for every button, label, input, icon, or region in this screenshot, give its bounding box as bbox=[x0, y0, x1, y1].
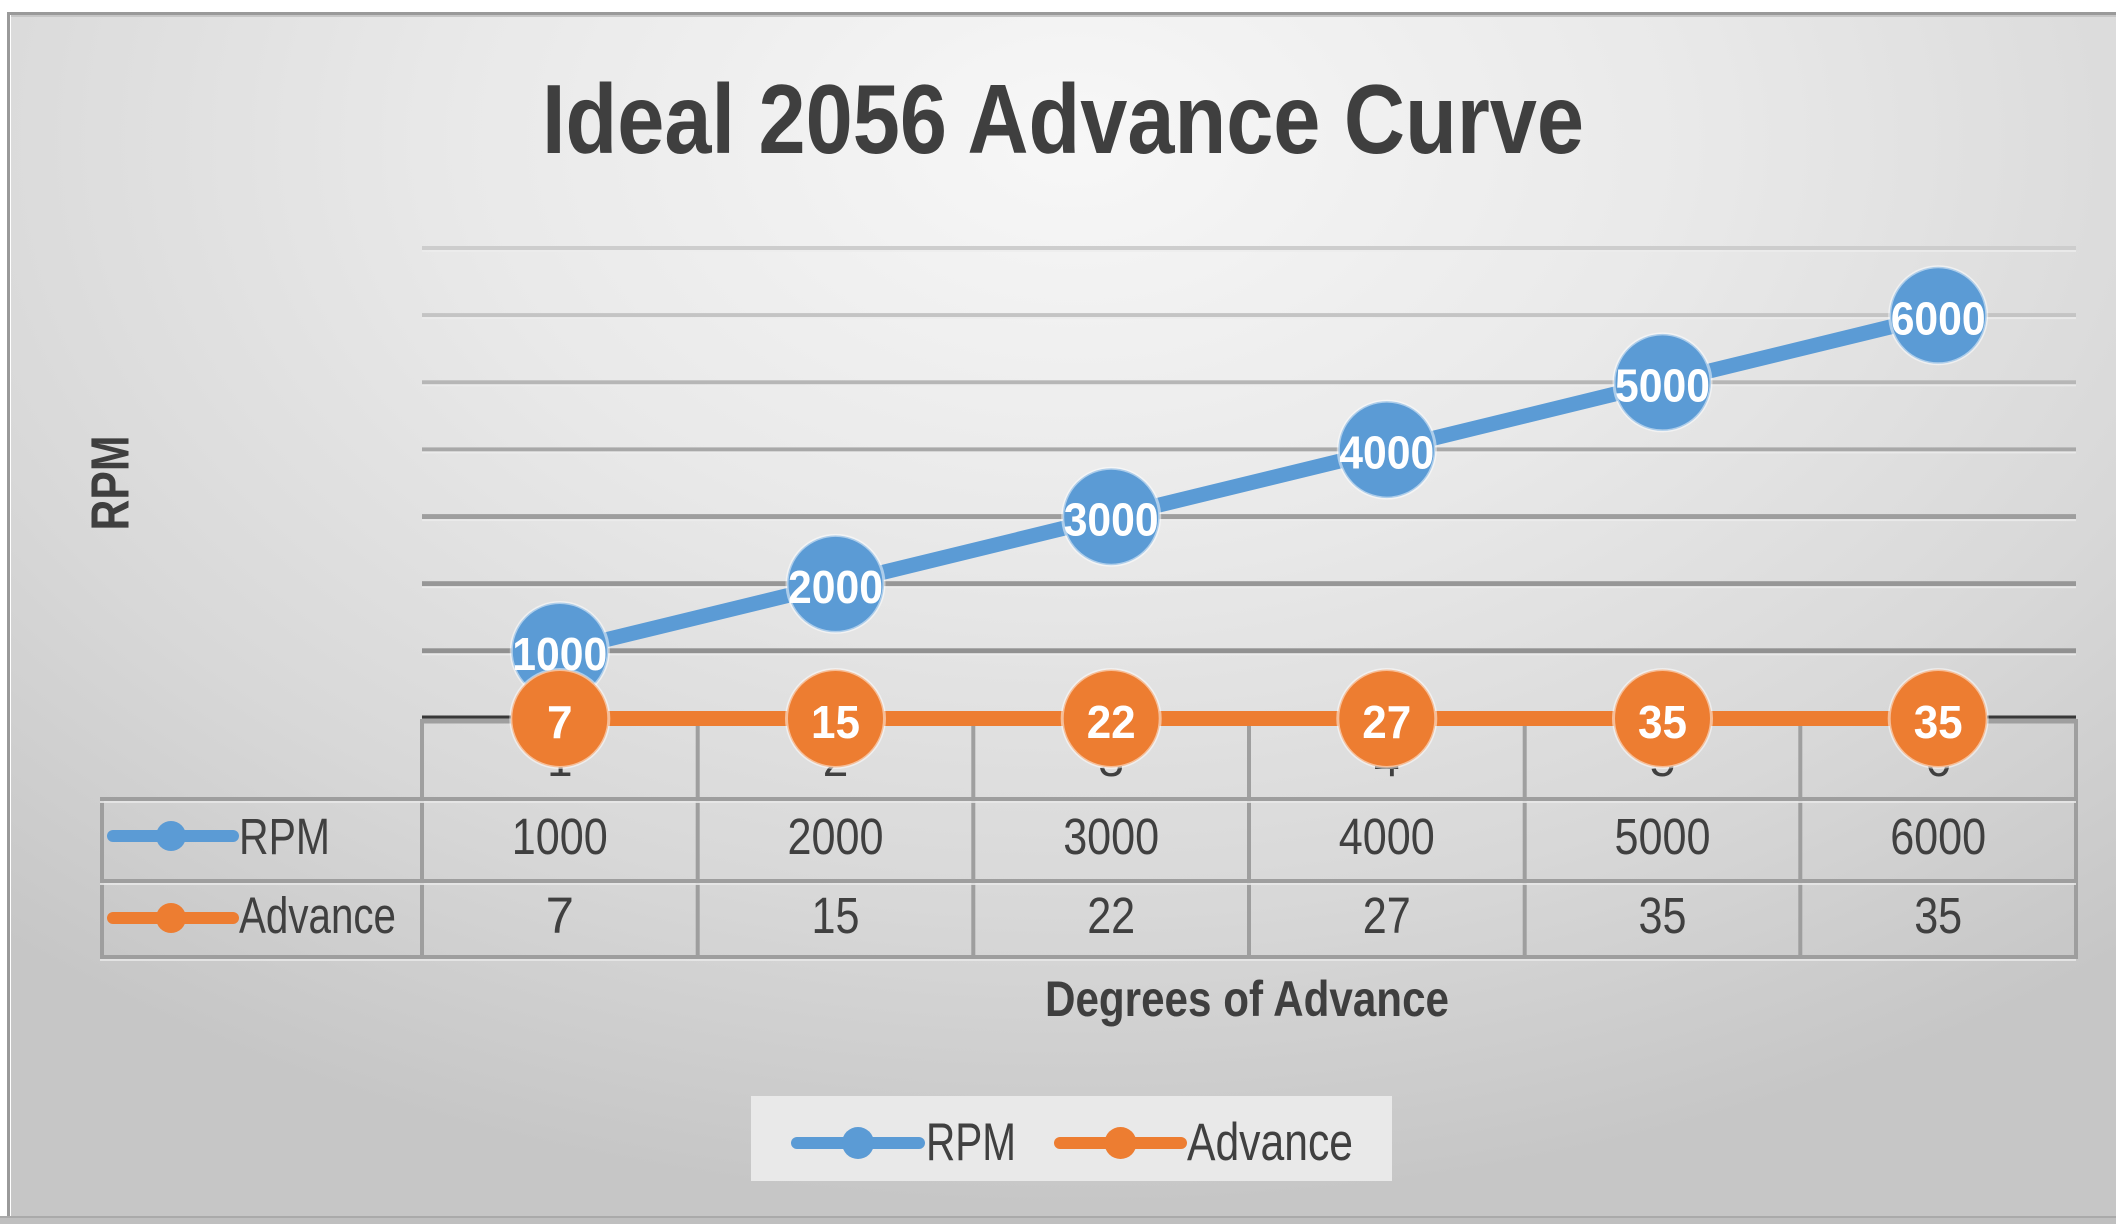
svg-text:15: 15 bbox=[812, 887, 860, 944]
svg-text:7: 7 bbox=[546, 887, 574, 944]
svg-text:22: 22 bbox=[1087, 696, 1136, 748]
svg-text:7: 7 bbox=[547, 696, 573, 748]
svg-text:35: 35 bbox=[1914, 887, 1962, 944]
svg-text:RPM: RPM bbox=[239, 808, 330, 865]
svg-text:2000: 2000 bbox=[788, 808, 884, 865]
svg-text:6000: 6000 bbox=[1891, 292, 1986, 344]
svg-text:27: 27 bbox=[1362, 696, 1411, 748]
svg-text:35: 35 bbox=[1639, 887, 1687, 944]
svg-text:5000: 5000 bbox=[1615, 359, 1710, 411]
svg-text:RPM: RPM bbox=[926, 1113, 1016, 1172]
svg-text:15: 15 bbox=[811, 696, 860, 748]
svg-text:22: 22 bbox=[1087, 887, 1135, 944]
svg-text:35: 35 bbox=[1638, 696, 1687, 748]
svg-text:27: 27 bbox=[1363, 887, 1411, 944]
svg-text:Degrees of Advance: Degrees of Advance bbox=[1045, 971, 1449, 1027]
svg-text:RPM: RPM bbox=[81, 436, 141, 531]
svg-text:3000: 3000 bbox=[1063, 808, 1159, 865]
svg-text:Ideal 2056 Advance Curve: Ideal 2056 Advance Curve bbox=[542, 64, 1584, 174]
svg-text:4000: 4000 bbox=[1339, 808, 1435, 865]
svg-text:1000: 1000 bbox=[512, 628, 607, 680]
svg-text:6000: 6000 bbox=[1890, 808, 1986, 865]
svg-text:2000: 2000 bbox=[788, 561, 883, 613]
svg-text:1000: 1000 bbox=[512, 808, 608, 865]
svg-text:Advance: Advance bbox=[239, 887, 396, 944]
svg-text:Advance: Advance bbox=[1187, 1113, 1353, 1172]
svg-text:5000: 5000 bbox=[1615, 808, 1711, 865]
svg-text:4000: 4000 bbox=[1339, 427, 1434, 479]
svg-text:3000: 3000 bbox=[1064, 494, 1159, 546]
svg-text:35: 35 bbox=[1914, 696, 1963, 748]
